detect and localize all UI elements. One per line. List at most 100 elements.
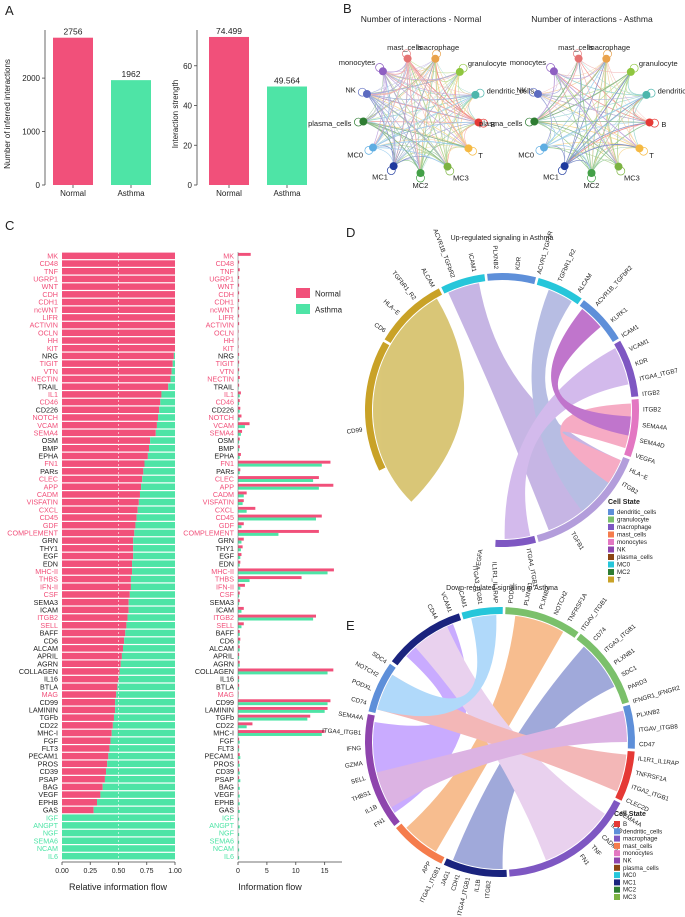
legend-swatch-monocytes <box>608 539 614 545</box>
legend-swatch-T <box>608 576 614 583</box>
category-label: MHC-II <box>35 567 58 576</box>
category-label: COMPLEMENT <box>7 529 58 538</box>
network-edge <box>407 58 448 167</box>
x-tick-label: 10 <box>292 868 300 875</box>
bar-asthma <box>109 745 175 752</box>
bar-normal <box>238 383 240 387</box>
network-edge <box>591 94 647 174</box>
bar-asthma <box>238 432 241 436</box>
bar-asthma <box>238 402 240 406</box>
panel-b1-network: Number of interactions - Normal macropha… <box>308 14 534 190</box>
bar-asthma <box>238 594 240 598</box>
panel-c2-xlabel: Information flow <box>238 882 302 892</box>
category-label: WNT <box>42 282 59 291</box>
bar-asthma <box>111 80 151 185</box>
bar-normal <box>238 599 240 603</box>
chord-segment <box>487 273 537 285</box>
legend-label: MC3 <box>623 894 637 901</box>
category-label: IL16 <box>220 675 234 684</box>
bar-normal <box>238 699 331 703</box>
chord-label: VCAM1 <box>439 591 453 614</box>
bar-normal <box>62 475 143 483</box>
bar-asthma <box>238 717 308 721</box>
category-label: NCAM <box>213 844 234 853</box>
legend-swatch-monocytes <box>614 850 620 857</box>
bar-asthma <box>238 602 240 606</box>
chord-label: IL1B <box>473 879 482 893</box>
network-edge <box>372 144 421 174</box>
chord-segment <box>391 613 462 666</box>
chord-label: SDC4 <box>370 650 388 665</box>
category-label: MK <box>47 251 58 260</box>
network-edge <box>543 58 607 148</box>
chord-segment <box>443 858 507 877</box>
category-label: EGF <box>43 552 58 561</box>
bar-normal <box>62 745 110 752</box>
x-tick-label: Asthma <box>117 189 145 198</box>
category-label: BAG <box>43 782 59 791</box>
category-label: CD39 <box>40 767 58 776</box>
panel-b2-network: Number of interactions - Asthma macropha… <box>479 14 685 190</box>
chord-label: ITGB2 <box>642 389 661 398</box>
chord-segment <box>384 288 443 343</box>
network-edge <box>447 122 479 167</box>
bar-normal <box>62 267 175 275</box>
panel-label-e: E <box>346 618 355 633</box>
bar-asthma <box>144 460 175 467</box>
network-edge <box>420 58 436 174</box>
chord-label: ICAM1 <box>456 588 468 609</box>
category-label: THY1 <box>40 544 58 553</box>
category-label: BAG <box>219 782 235 791</box>
y-tick-label: 1000 <box>22 128 40 137</box>
network-edge <box>382 71 476 97</box>
bar-normal <box>238 614 316 618</box>
category-label: PARs <box>216 467 234 476</box>
node-label: MC3 <box>624 173 640 182</box>
category-label: AGRN <box>37 659 58 668</box>
network-edge <box>382 71 394 167</box>
bar-asthma <box>133 537 175 544</box>
category-label: KIT <box>47 344 59 353</box>
bar-asthma <box>238 694 239 698</box>
panel-label-c: C <box>5 218 14 233</box>
category-label: VCAM <box>213 421 234 430</box>
bar-asthma <box>123 645 175 652</box>
category-label: LAMININ <box>29 706 58 715</box>
legend-label: macrophage <box>623 836 658 843</box>
category-label: TNF <box>44 267 59 276</box>
category-label: UGRP1 <box>209 275 234 284</box>
bar-normal <box>62 714 114 721</box>
bar-asthma <box>117 683 175 691</box>
category-label: CXCL <box>39 505 58 514</box>
chord-label: SDC1 <box>620 664 638 678</box>
chord-segment <box>509 799 621 877</box>
chord-ribbons <box>373 615 627 869</box>
bar-normal <box>238 668 334 672</box>
category-label: CD226 <box>212 405 234 414</box>
category-label: IFN-II <box>40 582 58 591</box>
bar-asthma <box>238 471 240 475</box>
node-label: T <box>478 151 483 160</box>
chord-label: PODXL <box>508 582 517 604</box>
bar-asthma <box>238 586 241 590</box>
bar-asthma <box>111 729 175 737</box>
node-label: MC2 <box>412 181 428 190</box>
category-label: ACTIVIN <box>206 321 234 330</box>
panel-a2-chart: Interaction strength 0 20 40 60 74.499 Normal… <box>171 26 307 198</box>
chord-label: PLXNB2 <box>636 708 661 719</box>
category-label: VEGF <box>38 790 58 799</box>
bar-asthma <box>142 475 175 483</box>
panel-d-chord: Up-regulated signaling in Asthma Cell St… <box>346 228 679 588</box>
category-label: CSF <box>44 590 59 599</box>
chord-segment <box>365 341 390 471</box>
node-B <box>645 118 654 127</box>
network-edge <box>382 71 421 174</box>
y-tick-label: 2000 <box>22 74 40 83</box>
bar-normal <box>238 745 240 749</box>
legend-label: MC0 <box>623 872 637 879</box>
category-label: PSAP <box>39 775 58 784</box>
category-label: VEGF <box>214 790 234 799</box>
x-tick-label: 0.25 <box>83 868 97 875</box>
category-label: APRIL <box>213 652 234 661</box>
